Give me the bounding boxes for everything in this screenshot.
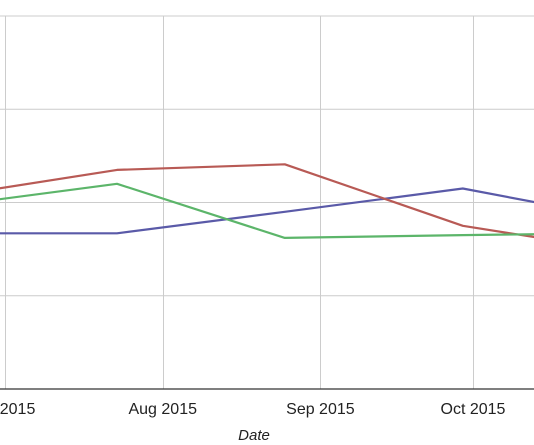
series-line-1 [0, 187, 534, 235]
x-tick-label: Oct 2015 [441, 401, 506, 418]
series-layer [0, 163, 534, 239]
x-tick-label: Jul 2015 [0, 401, 35, 418]
x-axis-title: Date [238, 427, 270, 444]
series-line-3 [0, 182, 534, 239]
x-tick-labels: Jul 2015 Aug 2015 Sep 2015 Oct 2015 [0, 401, 506, 418]
grid-lines [0, 15, 534, 390]
series-line-2 [0, 163, 534, 239]
x-tick-label: Sep 2015 [286, 401, 355, 418]
x-tick-label: Aug 2015 [128, 401, 197, 418]
